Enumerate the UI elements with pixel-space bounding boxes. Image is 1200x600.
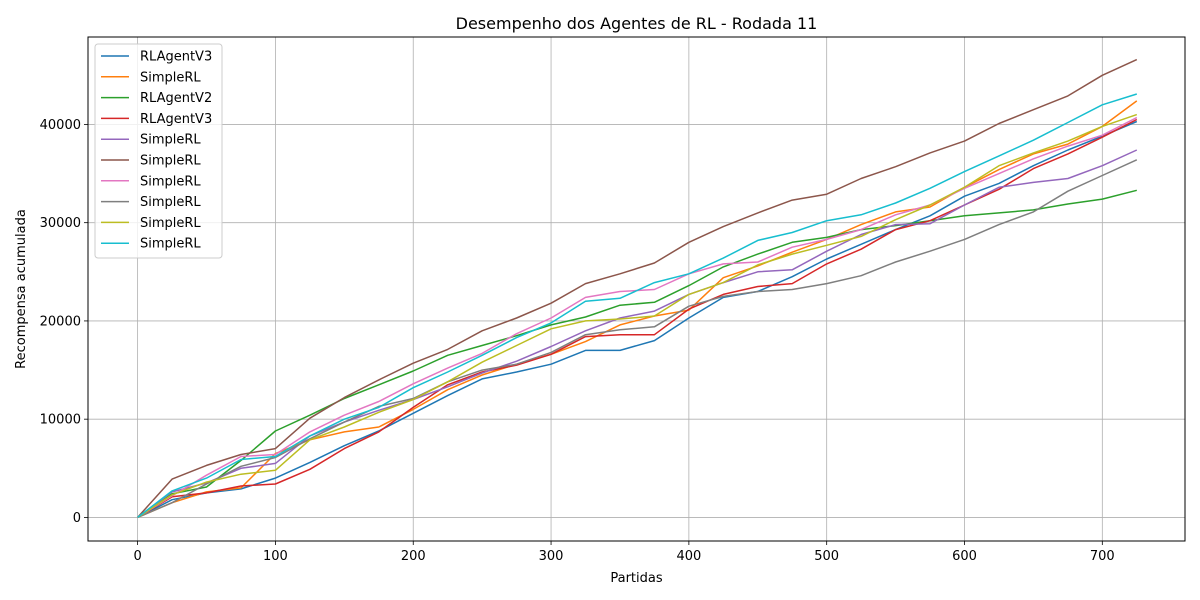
series-line-1 [137,120,1138,519]
legend-label: SimpleRL [140,133,201,148]
y-tick-label: 0 [73,511,81,526]
series-line-3 [137,189,1137,519]
legend-label: RLAgentV2 [140,91,212,106]
series-line-9 [137,113,1138,519]
series-line-5 [137,149,1138,519]
legend: RLAgentV3 SimpleRL RLAgentV2 RLAgentV3 Simpl… [94,43,223,259]
plot-frame [87,36,1186,542]
y-axis-label: Recompensa acumulada [14,209,29,369]
y-tick-label: 40000 [40,118,81,133]
x-tick-label: 400 [676,549,701,564]
y-tick-label: 10000 [40,413,81,428]
series-line-10 [137,93,1138,518]
legend-label: SimpleRL [140,174,201,189]
legend-label: SimpleRL [140,237,201,252]
legend-label: SimpleRL [140,70,201,85]
x-tick-label: 300 [539,549,564,564]
axis-ticks: 0 100 200 300 400 500 600 700 0 10000 20000 30000 40… [40,118,1115,564]
x-tick-label: 500 [814,549,839,564]
x-tick-label: 0 [133,549,141,564]
x-tick-label: 100 [263,549,288,564]
legend-label: RLAgentV3 [140,112,212,127]
x-tick-label: 200 [401,549,426,564]
series-lines [137,58,1138,519]
x-tick-label: 700 [1090,549,1115,564]
chart-title: Desempenho dos Agentes de RL - Rodada 11 [456,14,818,33]
x-axis-label: Partidas [610,571,662,586]
y-tick-label: 20000 [40,314,81,329]
x-tick-label: 600 [952,549,977,564]
legend-label: RLAgentV3 [140,50,212,65]
legend-label: SimpleRL [140,154,201,169]
y-tick-label: 30000 [40,216,81,231]
legend-label: SimpleRL [140,195,201,210]
series-line-6 [137,58,1138,518]
legend-label: SimpleRL [140,216,201,231]
plot-area [88,37,1185,541]
series-line-8 [137,159,1138,519]
